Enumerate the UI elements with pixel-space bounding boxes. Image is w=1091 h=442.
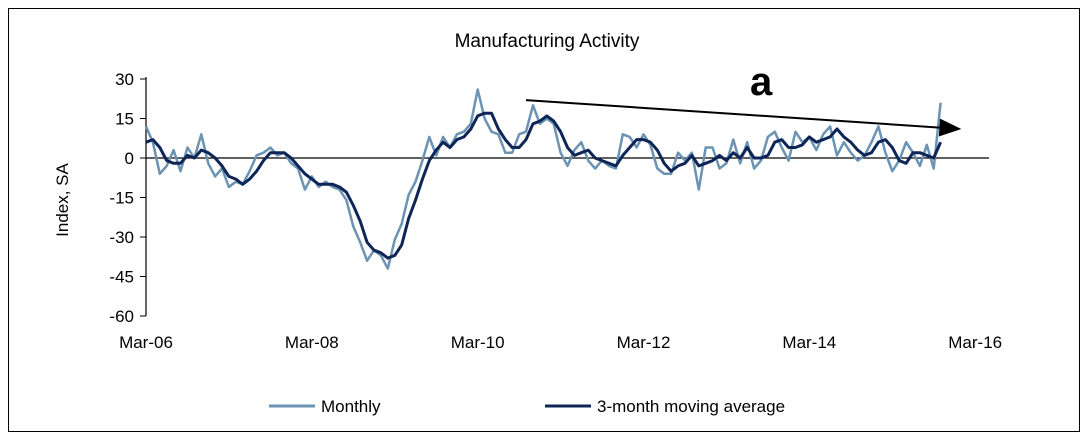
y-tick-label: 30 [115, 70, 134, 89]
y-tick-label: 15 [115, 110, 134, 129]
y-tick-label: -15 [109, 189, 134, 208]
y-tick-label: -30 [109, 228, 134, 247]
chart-title: Manufacturing Activity [455, 31, 640, 52]
legend: Monthly 3-month moving average [269, 397, 785, 416]
x-tick-label: Mar-08 [285, 333, 339, 352]
x-tick-label: Mar-14 [782, 333, 836, 352]
y-tick-label: 0 [125, 149, 134, 168]
annotation-arrow-head [938, 118, 962, 137]
legend-label-monthly: Monthly [321, 397, 381, 416]
annotation-arrow-shaft [525, 99, 940, 129]
series-line-monthly [144, 88, 942, 270]
annotation-label: a [750, 60, 773, 104]
series-lines [144, 88, 942, 270]
x-tick-label: Mar-16 [948, 333, 1002, 352]
x-tick-label: Mar-06 [119, 333, 173, 352]
line-chart: Manufacturing Activity Index, SA 30 15 0 -1… [53, 31, 1002, 416]
axes: 30 15 0 -15 -30 -45 -60 Mar-06 Mar-08 Mar-10 Mar-1… [109, 70, 1002, 352]
y-tick-label: -60 [109, 307, 134, 326]
x-tick-label: Mar-12 [617, 333, 671, 352]
x-tick-label: Mar-10 [451, 333, 505, 352]
series-line-moving-average [145, 111, 942, 260]
y-axis-label: Index, SA [53, 162, 72, 236]
annotation: a [525, 60, 962, 137]
y-tick-label: -45 [109, 268, 134, 287]
legend-label-moving-average: 3-month moving average [597, 397, 785, 416]
chart-frame: Manufacturing Activity Index, SA 30 15 0 -1… [8, 8, 1080, 432]
